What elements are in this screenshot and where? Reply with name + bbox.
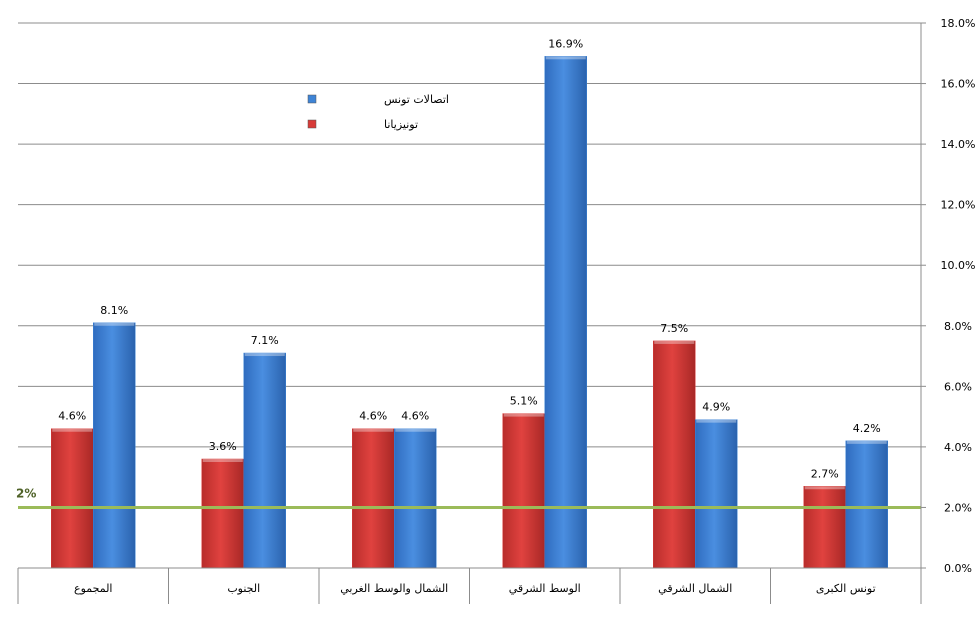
y-tick-label: 0.0% — [944, 562, 972, 575]
data-label: 3.6% — [209, 440, 237, 453]
bar-highlight — [52, 428, 93, 432]
reference-line-group: 2% — [16, 486, 921, 509]
axes: 0.0% 2.0% 4.0% 6.0% 8.0% 10.0% 12.0% 14.0% 16.0%… — [17, 17, 976, 604]
legend: اتصالات تونس تونيزيانا — [307, 93, 449, 131]
legend-entry: اتصالات تونس — [307, 93, 449, 106]
bar — [93, 322, 136, 569]
legend-swatch — [307, 119, 317, 129]
x-category-label: الشمال والوسط الغربي — [340, 582, 448, 595]
data-label: 8.1% — [100, 304, 128, 317]
data-label: 4.6% — [401, 410, 429, 423]
bar-highlight — [202, 459, 243, 462]
bar — [394, 428, 437, 569]
data-label: 4.2% — [853, 422, 881, 435]
y-tick-label: 4.0% — [944, 441, 972, 454]
bar — [201, 458, 244, 569]
bar-highlight — [545, 56, 586, 60]
y-tick-label: 10.0% — [941, 259, 976, 272]
data-label: 16.9% — [548, 37, 583, 50]
legend-entry: تونيزيانا — [307, 118, 418, 131]
bar — [544, 56, 587, 569]
bar — [502, 413, 545, 569]
y-tick-label: 16.0% — [941, 78, 976, 91]
bar-highlight — [846, 440, 887, 444]
x-category-label: تونس الكبرى — [816, 582, 876, 595]
data-label: 2.7% — [811, 467, 839, 480]
legend-label: تونيزيانا — [384, 118, 418, 131]
bar-highlight — [244, 353, 285, 357]
bar — [803, 486, 846, 569]
reference-line-label: 2% — [16, 486, 36, 500]
bar — [51, 428, 94, 569]
bar — [653, 340, 696, 569]
y-tick-label: 8.0% — [944, 320, 972, 333]
bar — [352, 428, 395, 569]
x-category-label: الشمال الشرقي — [658, 582, 732, 595]
data-label: 4.6% — [58, 410, 86, 423]
bar-highlight — [503, 413, 544, 417]
legend-swatch — [307, 94, 317, 104]
bar-highlight — [654, 340, 695, 344]
data-label: 5.1% — [510, 395, 538, 408]
bar-highlight — [353, 428, 394, 432]
data-label: 7.5% — [660, 322, 688, 335]
y-tick-label: 12.0% — [941, 199, 976, 212]
y-tick-label: 6.0% — [944, 380, 972, 393]
bar-highlight — [94, 322, 135, 326]
y-tick-label: 18.0% — [941, 17, 976, 30]
data-label: 4.9% — [702, 401, 730, 414]
y-tick-label: 2.0% — [944, 501, 972, 514]
data-label: 7.1% — [251, 334, 279, 347]
bar-highlight — [804, 486, 845, 490]
y-tick-label: 14.0% — [941, 138, 976, 151]
x-category-label: الجنوب — [227, 582, 260, 595]
legend-label: اتصالات تونس — [384, 93, 449, 106]
bar — [845, 440, 888, 569]
gridlines — [18, 22, 921, 508]
bars: 4.6% 3.6% 4.6% 5.1% 7.5% 2.7% 8.1% 7.1% 4.6% 16.9… — [51, 37, 888, 569]
x-category-label: الوسط الشرقي — [509, 582, 581, 595]
bar — [695, 419, 738, 569]
bar-highlight — [696, 419, 737, 423]
x-category-label: المجموع — [74, 582, 112, 595]
data-label: 4.6% — [359, 410, 387, 423]
bar — [243, 352, 286, 569]
bar-highlight — [395, 428, 436, 432]
